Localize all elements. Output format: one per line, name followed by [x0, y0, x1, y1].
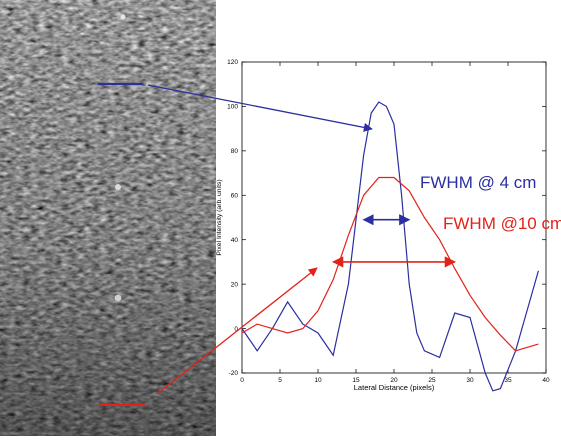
x-tick-label: 30 — [466, 377, 474, 384]
connector-arrow-10cm — [156, 267, 318, 395]
x-tick-label: 10 — [314, 377, 322, 384]
y-tick-label: -20 — [229, 370, 239, 377]
y-tick-label: 80 — [231, 148, 239, 155]
x-tick-label: 40 — [542, 377, 550, 384]
x-tick-label: 5 — [278, 377, 282, 384]
x-tick-label: 20 — [390, 377, 398, 384]
fwhm-4cm-label: FWHM @ 4 cm — [420, 173, 536, 192]
bright-point-target — [115, 184, 121, 190]
bright-point-target — [114, 294, 122, 302]
y-tick-label: 100 — [227, 104, 238, 111]
y-tick-label: 20 — [231, 281, 239, 288]
speckle-ultrasound-image — [0, 0, 216, 436]
y-tick-label: 0 — [234, 326, 238, 333]
x-axis-label: Lateral Distance (pixels) — [354, 383, 435, 392]
y-tick-label: 40 — [231, 237, 239, 244]
y-tick-label: 60 — [231, 192, 239, 199]
connector-arrow-4cm — [147, 84, 373, 132]
series-line-4cm — [241, 101, 539, 392]
y-tick-label: 120 — [227, 59, 238, 66]
bright-point-target — [120, 14, 126, 20]
x-tick-label: 0 — [240, 377, 244, 384]
y-axis-label: Pixel Intensity (arb. units) — [216, 179, 223, 255]
x-tick-label: 35 — [504, 377, 512, 384]
plot-area: 0 5 10 15 20 25 30 35 40-20020406080100120Latera… — [216, 59, 550, 392]
x-tick-label: 25 — [428, 377, 436, 384]
series-line-10cm — [241, 176, 539, 352]
x-tick-label: 15 — [352, 377, 360, 384]
fwhm-10cm-label: FWHM @10 cm — [443, 214, 561, 233]
